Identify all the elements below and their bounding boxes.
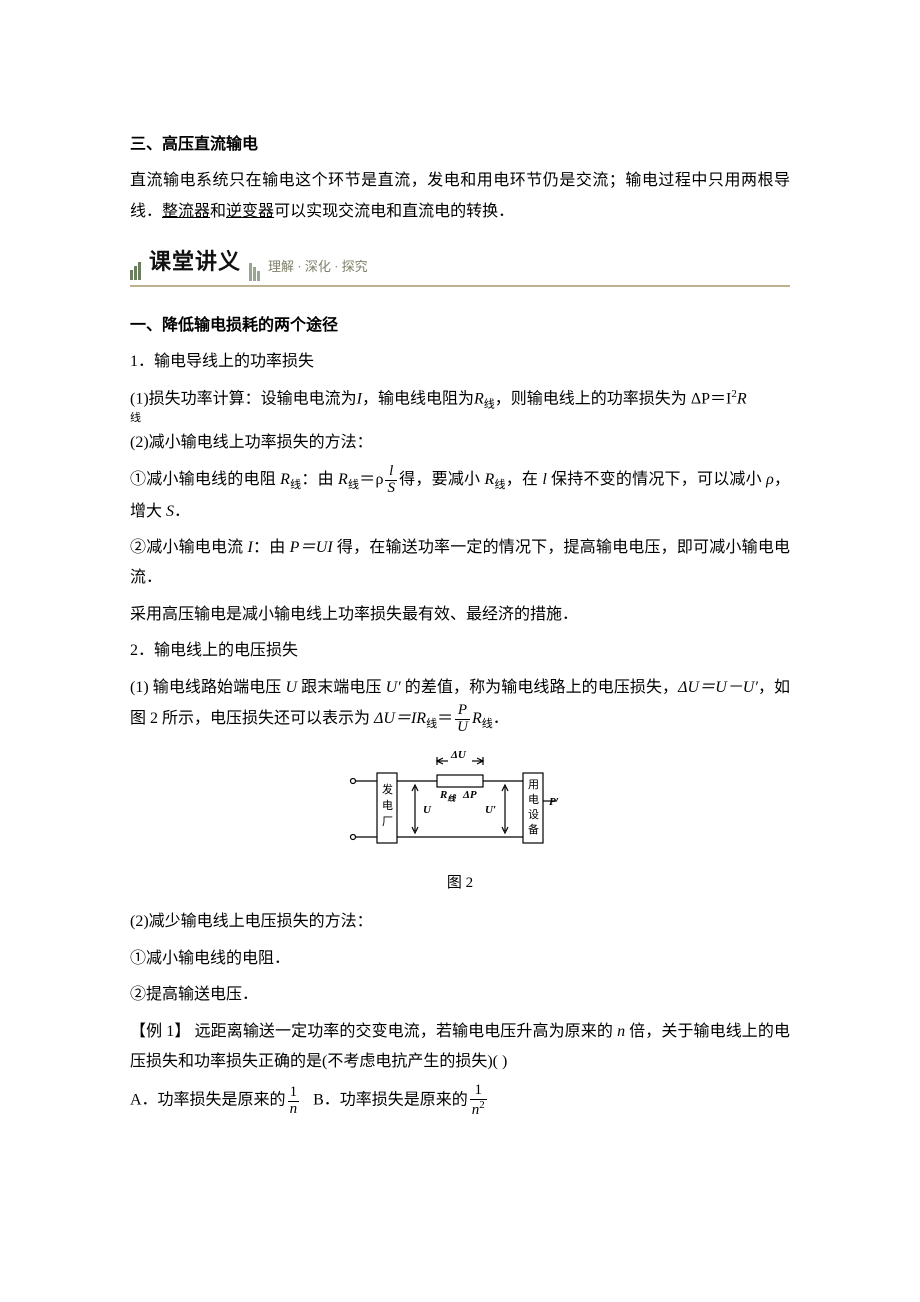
fig-Rline: R线 [439, 789, 456, 803]
eq-dU1: ΔU＝U－U′ [678, 679, 758, 696]
frac-num: P [455, 703, 470, 720]
text: ，在 [506, 471, 538, 488]
p-1-2: (2)减小输电线上功率损失的方法： [130, 428, 790, 458]
var-l: l [542, 471, 546, 488]
frac-1-n2: 1n2 [470, 1083, 487, 1119]
text: ：由 [301, 471, 333, 488]
underline-1: 整流器 [162, 203, 210, 220]
frac-1-n: 1n [288, 1085, 300, 1118]
p-1-4: ②减小输电电流 I：由 P＝UI 得，在输送功率一定的情况下，提高输电电压，即可… [130, 533, 790, 594]
fig-left-2: 电 [382, 799, 393, 812]
p-2-1: (1) 输电线路始端电压 U 跟末端电压 U′ 的差值，称为输电线路上的电压损失… [130, 673, 790, 736]
sub-1-heading: 1．输电导线上的功率损失 [130, 347, 790, 377]
frac-den: S [385, 481, 397, 497]
text: (1) 输电线路始端电压 [130, 679, 281, 696]
fig-Uprime: U′ [485, 804, 496, 816]
eq-rho: ＝ρ [359, 471, 383, 488]
var-R: R [474, 390, 484, 407]
frac-P-U: PU [455, 703, 470, 736]
frac-num: l [385, 464, 397, 481]
section-3-body: 直流输电系统只在输电这个环节是直流，发电和用电环节仍是交流；输电过程中只用两根导… [130, 166, 790, 227]
text: ，则输电线上的功率损失为 [495, 390, 687, 407]
example-1: 【例 1】 远距离输送一定功率的交变电流，若输电电压升高为原来的 n 倍，关于输… [130, 1017, 790, 1078]
p-2-4: ②提高输送电压． [130, 980, 790, 1010]
fig-right-4: 备 [528, 822, 539, 836]
p-2-2: (2)减少输电线上电压损失的方法： [130, 907, 790, 937]
text: 远距离输送一定功率的交变电流，若输电电压升高为原来的 [195, 1023, 613, 1040]
fig-left-3: 厂 [382, 816, 393, 828]
example-1-options: A．功率损失是原来的1nB．功率损失是原来的1n2 [130, 1083, 790, 1119]
p-1-3: ①减小输电线的电阻 R线：由 R线＝ρlS得，要减小 R线，在 l 保持不变的情… [130, 464, 790, 527]
fig-dU: ΔU [450, 749, 467, 761]
var-U: U [285, 679, 297, 696]
text: 的差值，称为输电线路上的电压损失， [405, 679, 678, 696]
p-1-5: 采用高压输电是减小输电线上功率损失最有效、最经济的措施． [130, 600, 790, 630]
fig-left-1: 发 [382, 782, 393, 796]
eq-dU2a: ΔU＝IR [374, 710, 426, 727]
text: ：由 [253, 539, 286, 556]
banner-title: 课堂讲义 [149, 241, 241, 283]
fig-dP: ΔP [462, 789, 477, 801]
var-rho: ρ [766, 471, 774, 488]
text: ． [493, 710, 509, 727]
var-Uprime: U′ [386, 679, 401, 696]
frac-den: n [288, 1102, 300, 1118]
eq-eq: ＝ [437, 710, 453, 727]
text: ． [174, 503, 190, 520]
fig-right-1: 用 [528, 779, 539, 791]
frac-num: 1 [470, 1083, 487, 1100]
var-R: R [484, 471, 494, 488]
var-R: R [472, 710, 482, 727]
eq-dP: ΔP＝I [691, 390, 732, 407]
underline-2: 逆变器 [226, 203, 274, 220]
sub-2-heading: 2．输电线上的电压损失 [130, 636, 790, 666]
text: 得，要减小 [399, 471, 480, 488]
frac-l-S: lS [385, 464, 397, 497]
var-S: S [166, 503, 174, 520]
banner-bars-right [249, 263, 260, 283]
text: 跟末端电压 [301, 679, 381, 696]
text: (1)损失功率计算：设输电电流为 [130, 390, 357, 407]
text: 和 [210, 203, 226, 220]
sub-line: 线 [130, 415, 790, 422]
text: 可以实现交流电和直流电的转换． [274, 203, 514, 220]
section-1-heading: 一、降低输电损耗的两个途径 [130, 311, 790, 341]
fig-Pprime: P′ [549, 796, 559, 808]
sub-line: 线 [426, 718, 437, 730]
var-R: R [280, 471, 290, 488]
frac-den: n2 [470, 1100, 487, 1119]
p-2-3: ①减小输电线的电阻． [130, 944, 790, 974]
text: ，输电线电阻为 [362, 390, 474, 407]
var-R: R [737, 390, 747, 407]
fig-right-3: 设 [528, 808, 539, 821]
frac-den: U [455, 720, 470, 736]
example-label: 【例 1】 [130, 1023, 190, 1040]
var-n: n [617, 1023, 625, 1040]
fig-right-2: 电 [528, 793, 539, 806]
frac-num: 1 [288, 1085, 300, 1102]
sub-line: 线 [290, 479, 301, 491]
lecture-banner: 课堂讲义 理解 · 深化 · 探究 [130, 241, 790, 287]
fig-U: U [423, 804, 432, 816]
option-b: B．功率损失是原来的 [313, 1092, 468, 1109]
sub-line: 线 [482, 718, 493, 730]
p-1-1: (1)损失功率计算：设输电电流为I，输电线电阻为R线，则输电线上的功率损失为 Δ… [130, 384, 790, 422]
text: ①减小输电线的电阻 [130, 471, 276, 488]
sub-line: 线 [348, 479, 359, 491]
banner-bars-left [130, 262, 141, 283]
sub-line: 线 [494, 479, 505, 491]
text: ②减小输电电流 [130, 539, 243, 556]
var-R: R [338, 471, 348, 488]
section-3-heading: 三、高压直流输电 [130, 130, 790, 160]
text: 保持不变的情况下，可以减小 [551, 471, 766, 488]
figure-2: 发 电 厂 用 电 设 备 ΔU R线 ΔP U U′ P′ [130, 741, 790, 864]
figure-2-caption: 图 2 [130, 869, 790, 898]
banner-subtitle: 理解 · 深化 · 探究 [268, 255, 368, 283]
sub-line: 线 [484, 398, 495, 410]
eq-PUI: P＝UI [290, 539, 333, 556]
option-a: A．功率损失是原来的 [130, 1092, 286, 1109]
